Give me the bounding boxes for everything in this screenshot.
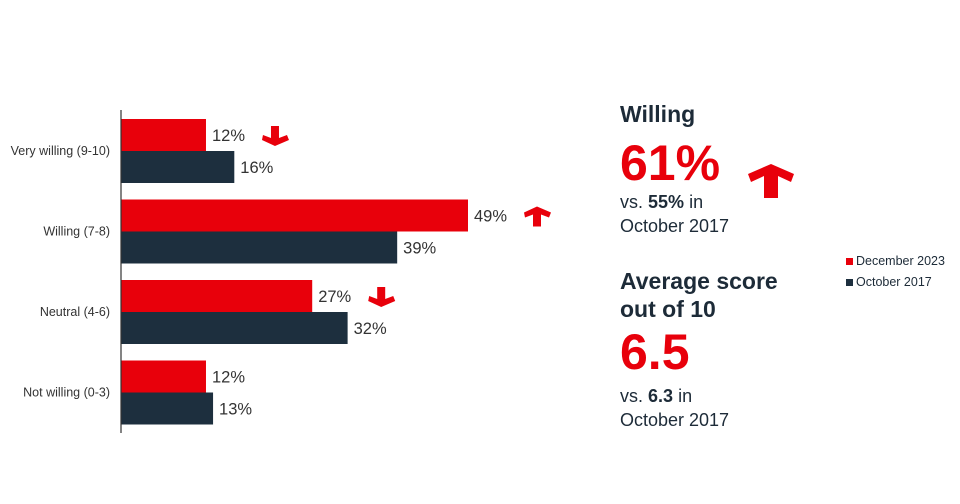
arrow-down-icon [368, 287, 396, 307]
arrow-down-icon [261, 126, 289, 146]
category-label: Not willing (0-3) [23, 386, 110, 400]
data-label: 39% [403, 240, 436, 258]
bar-october-2017 [121, 231, 398, 264]
bar-october-2017 [121, 312, 348, 344]
willing-title: Willing [620, 101, 696, 127]
category-label: Very willing (9-10) [11, 144, 110, 158]
willing-summary: Willing [620, 100, 695, 128]
willing-comparison: vs. 55% in October 2017 [620, 192, 730, 236]
data-label: 49% [474, 208, 507, 226]
legend-item-october-2017: October 2017 [846, 275, 932, 289]
bar-december-2023 [121, 360, 206, 393]
bar-october-2017 [121, 392, 214, 425]
data-label: 27% [318, 288, 351, 306]
bar-december-2023 [121, 199, 468, 232]
average-score-comparison: vs. 6.3 in October 2017 [620, 386, 730, 430]
data-label: 12% [212, 369, 245, 387]
arrow-up-icon [524, 206, 551, 227]
average-score-title: Average score out of 10 [620, 268, 778, 322]
willing-previous-value: 55% [648, 192, 685, 212]
category-label: Willing (7-8) [43, 225, 110, 239]
bar-december-2023 [121, 119, 206, 151]
average-previous-value: 6.3 [648, 386, 674, 406]
data-label: 13% [219, 401, 252, 419]
data-label: 16% [240, 159, 273, 177]
bar-october-2017 [121, 151, 235, 183]
bar-december-2023 [121, 280, 313, 312]
legend-swatch [846, 257, 853, 265]
legend-swatch [846, 278, 853, 286]
data-label: 12% [212, 127, 245, 145]
bar-chart: Very willing (9-10) 12% 16% Willing (7-8) 49… [11, 110, 551, 433]
willing-value: 61% [620, 135, 721, 191]
legend-item-december-2023: December 2023 [846, 254, 945, 268]
arrow-up-icon [748, 164, 794, 198]
average-score-value: 6.5 [620, 324, 690, 380]
category-label: Neutral (4-6) [40, 305, 110, 319]
data-label: 32% [354, 320, 387, 338]
